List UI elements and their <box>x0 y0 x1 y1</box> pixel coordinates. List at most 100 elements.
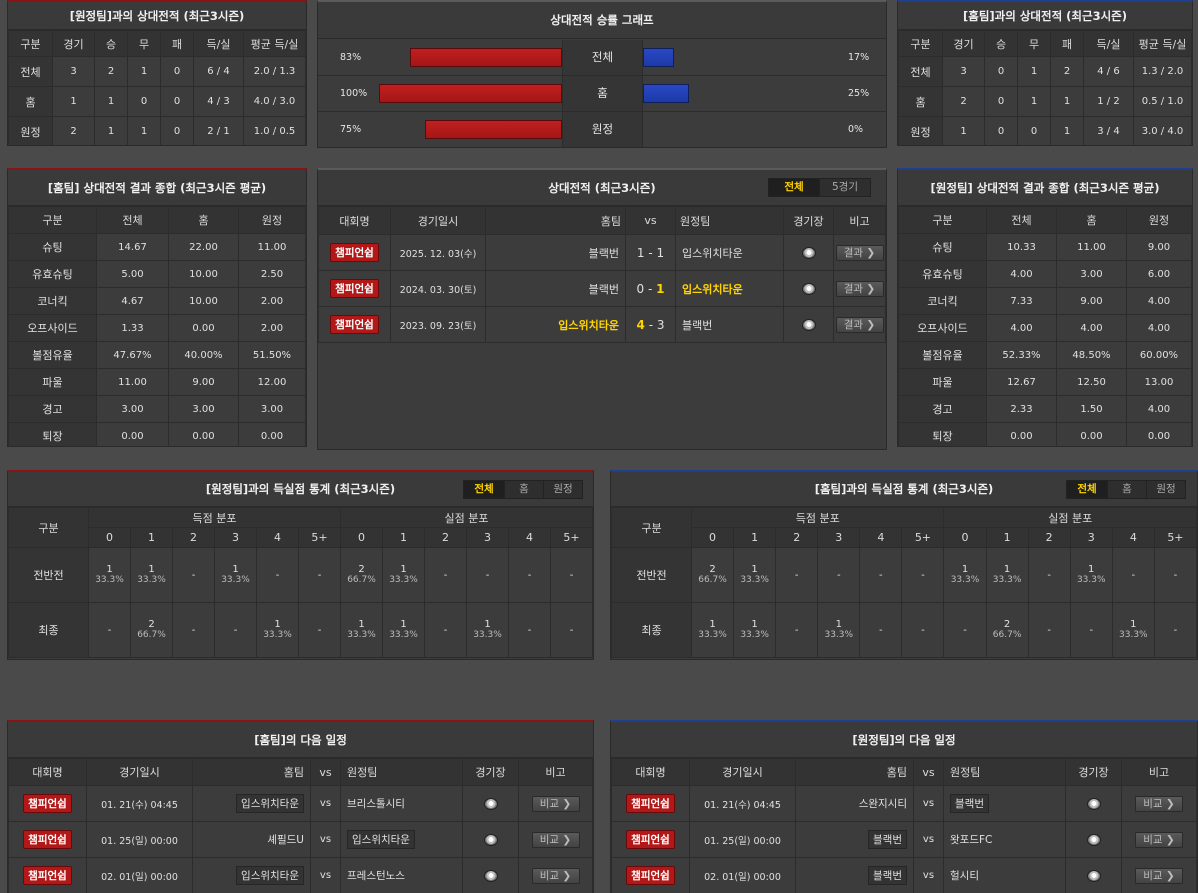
score-cell: 1 - 1 <box>625 234 676 271</box>
tab-all[interactable]: 전체 <box>464 481 504 498</box>
league-badge[interactable]: 챔피언쉽 <box>330 279 379 298</box>
tab-away[interactable]: 원정 <box>1146 481 1185 498</box>
cell: 0 <box>984 56 1018 87</box>
table-row: 챔피언쉽 2024. 03. 30(토) 블랙번 0 - 1 입스위치타운 결과 ❯ <box>318 270 886 307</box>
league-badge[interactable]: 챔피언쉽 <box>626 830 675 849</box>
header-cell: 구분 <box>8 507 89 548</box>
tab-all[interactable]: 전체 <box>769 179 819 196</box>
cell: 4.00 <box>1056 314 1127 342</box>
league-cell: 챔피언쉽 <box>318 270 391 307</box>
cell: 48.50% <box>1056 341 1127 369</box>
league-badge[interactable]: 챔피언쉽 <box>23 830 72 849</box>
table-row: 코너킥 4.67 10.00 2.00 <box>8 287 306 315</box>
stadium-cell <box>1065 821 1122 858</box>
stadium-icon[interactable] <box>1086 833 1101 846</box>
header-cell: 대회명 <box>8 758 87 786</box>
stadium-icon[interactable] <box>483 833 498 846</box>
league-badge[interactable]: 챔피언쉽 <box>23 866 72 885</box>
stadium-icon[interactable] <box>801 246 816 259</box>
percentage: 33.3% <box>347 630 376 640</box>
goal-count-header: 2 <box>775 527 819 548</box>
compare-button[interactable]: 비교 ❯ <box>1135 867 1183 884</box>
result-button[interactable]: 결과 ❯ <box>835 244 884 261</box>
header-cell: 홈 <box>1056 206 1127 234</box>
row-label: 경고 <box>898 395 987 423</box>
distribution-cell: 1 33.3% <box>214 547 257 603</box>
summary-away-table: 구분 전체 홈 원정 슈팅 10.33 11.00 9.00 유효슈팅 4.00 3.00 6… <box>898 206 1192 446</box>
cell: 1.33 <box>96 314 169 342</box>
home-rate-bar <box>410 48 562 67</box>
table-header-row: 구분 경기 승 무 패 득/실 평균 득/실 <box>898 30 1192 57</box>
cell: 40.00% <box>168 341 239 369</box>
header-cell: vs <box>625 206 676 235</box>
goal-count-header: 3 <box>817 527 861 548</box>
distribution-cell: - <box>256 547 299 603</box>
compare-button[interactable]: 비교 ❯ <box>531 795 580 812</box>
count: - <box>1047 569 1051 581</box>
compare-button[interactable]: 비교 ❯ <box>531 831 580 848</box>
row-label: 볼점유율 <box>8 341 97 369</box>
table-row: 챔피언쉽 01. 21(수) 04:45 스완지시티 vs 블랙번 비교 ❯ <box>611 785 1197 822</box>
tab-home[interactable]: 홈 <box>1107 481 1146 498</box>
tab-away[interactable]: 원정 <box>543 481 582 498</box>
cell: 10.00 <box>168 287 239 315</box>
row-label: 오프사이드 <box>898 314 987 342</box>
compare-button[interactable]: 비교 ❯ <box>1135 831 1183 848</box>
note-cell: 비교 ❯ <box>518 785 593 822</box>
table-row: 원정 2 1 1 0 2 / 1 1.0 / 0.5 <box>8 116 306 145</box>
count: - <box>443 624 448 636</box>
distribution-cell: - <box>859 547 903 603</box>
cell: 1.50 <box>1056 395 1127 423</box>
count: - <box>1047 624 1051 636</box>
compare-button[interactable]: 비교 ❯ <box>1135 795 1183 812</box>
compare-button[interactable]: 비교 ❯ <box>531 867 580 884</box>
cell: 9.00 <box>1056 287 1127 315</box>
count: - <box>191 569 196 581</box>
league-badge[interactable]: 챔피언쉽 <box>330 243 379 262</box>
league-badge[interactable]: 챔피언쉽 <box>626 794 675 813</box>
result-button[interactable]: 결과 ❯ <box>835 316 884 333</box>
cell: 1 / 2 <box>1083 86 1134 117</box>
header-cell: 구분 <box>8 30 53 57</box>
goal-count-header: 1 <box>733 527 777 548</box>
count: 1 <box>106 564 113 575</box>
distribution-cell: - <box>172 547 215 603</box>
count: 1 <box>358 619 365 630</box>
count: - <box>1131 569 1136 581</box>
tab-5games[interactable]: 5경기 <box>819 179 870 196</box>
stadium-cell <box>462 785 519 822</box>
stadium-icon[interactable] <box>801 282 816 295</box>
home-rate: 75% <box>340 124 362 135</box>
tab-home[interactable]: 홈 <box>504 481 543 498</box>
cell: 0.00 <box>1126 422 1192 446</box>
tab-all[interactable]: 전체 <box>1067 481 1107 498</box>
goal-count-header: 5+ <box>901 527 945 548</box>
cell: 10.00 <box>168 260 239 288</box>
result-button[interactable]: 결과 ❯ <box>835 280 884 297</box>
count: - <box>794 624 799 636</box>
stadium-icon[interactable] <box>483 797 498 810</box>
stadium-icon[interactable] <box>1086 869 1101 882</box>
cell: 1 <box>127 116 161 145</box>
header-cell: 평균 득/실 <box>243 30 306 57</box>
league-badge[interactable]: 챔피언쉽 <box>626 866 675 885</box>
next-away-panel: [원정팀]의 다음 일정 대회명 경기일시 홈팀 vs 원정팀 경기장 비고 챔피언쉽 01.… <box>610 720 1198 893</box>
header-cell: 홈팀 <box>795 758 914 786</box>
header-cell: 원정 <box>1126 206 1192 234</box>
league-badge[interactable]: 챔피언쉽 <box>23 794 72 813</box>
stadium-icon[interactable] <box>483 869 498 882</box>
league-badge[interactable]: 챔피언쉽 <box>330 315 379 334</box>
winrate-graph-panel: 상대전적 승률 그래프 83% 전체 17% 100% 홈 25% 75% 원정… <box>317 0 887 148</box>
away-team: 입스위치타운 <box>675 234 784 271</box>
stadium-icon[interactable] <box>1086 797 1101 810</box>
cell: 1.0 / 0.5 <box>243 116 306 145</box>
cell: 1 <box>1017 56 1051 87</box>
score-separator: - <box>644 317 657 332</box>
summary-home-panel: [홈팀] 상대전적 결과 종합 (최근3시즌 평균) 구분 전체 홈 원정 슈팅… <box>7 168 307 447</box>
away-team: 블랙번 <box>950 794 989 813</box>
cell: 3 <box>942 56 985 87</box>
distribution-cell: 1 33.3% <box>382 602 425 658</box>
note-cell: 결과 ❯ <box>833 270 886 307</box>
matches-table: 대회명 경기일시 홈팀 vs 원정팀 경기장 비고 챔피언쉽 2025. 12. … <box>318 206 886 343</box>
stadium-icon[interactable] <box>801 318 816 331</box>
